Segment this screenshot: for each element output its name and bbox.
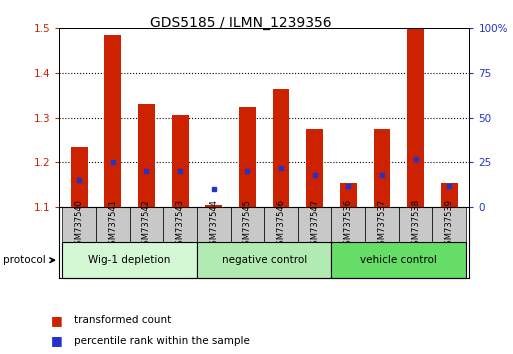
Bar bbox=[272, 88, 289, 207]
Bar bbox=[130, 207, 163, 242]
Bar bbox=[138, 104, 155, 207]
Bar bbox=[63, 207, 96, 242]
Text: GSM737538: GSM737538 bbox=[411, 199, 420, 250]
Bar bbox=[331, 242, 466, 278]
Text: GSM737546: GSM737546 bbox=[277, 199, 286, 250]
Text: transformed count: transformed count bbox=[74, 315, 172, 325]
Bar bbox=[239, 107, 256, 207]
Bar bbox=[441, 183, 458, 207]
Text: vehicle control: vehicle control bbox=[360, 255, 437, 265]
Bar bbox=[71, 147, 88, 207]
Bar bbox=[331, 207, 365, 242]
Text: negative control: negative control bbox=[222, 255, 307, 265]
Text: GSM737540: GSM737540 bbox=[75, 199, 84, 250]
Text: GSM737537: GSM737537 bbox=[378, 199, 386, 250]
Text: GSM737543: GSM737543 bbox=[175, 199, 185, 250]
Bar bbox=[163, 207, 197, 242]
Text: ■: ■ bbox=[51, 334, 63, 347]
Text: GDS5185 / ILMN_1239356: GDS5185 / ILMN_1239356 bbox=[150, 16, 332, 30]
Bar bbox=[172, 115, 188, 207]
Text: Wig-1 depletion: Wig-1 depletion bbox=[88, 255, 171, 265]
Text: GSM737541: GSM737541 bbox=[108, 199, 117, 250]
Text: protocol: protocol bbox=[3, 255, 45, 265]
Bar bbox=[399, 207, 432, 242]
Bar bbox=[96, 207, 130, 242]
Bar bbox=[340, 183, 357, 207]
Bar bbox=[205, 205, 222, 207]
Bar bbox=[365, 207, 399, 242]
Bar bbox=[105, 35, 121, 207]
Bar bbox=[230, 207, 264, 242]
Bar bbox=[306, 129, 323, 207]
Bar bbox=[407, 28, 424, 207]
Text: GSM737544: GSM737544 bbox=[209, 199, 218, 250]
Text: GSM737539: GSM737539 bbox=[445, 199, 453, 250]
Text: GSM737542: GSM737542 bbox=[142, 199, 151, 250]
Bar bbox=[63, 242, 197, 278]
Bar bbox=[264, 207, 298, 242]
Text: GSM737547: GSM737547 bbox=[310, 199, 319, 250]
Text: GSM737545: GSM737545 bbox=[243, 199, 252, 250]
Text: ■: ■ bbox=[51, 314, 63, 327]
Bar bbox=[373, 129, 390, 207]
Text: GSM737536: GSM737536 bbox=[344, 199, 353, 250]
Text: percentile rank within the sample: percentile rank within the sample bbox=[74, 336, 250, 346]
Bar bbox=[298, 207, 331, 242]
Bar bbox=[197, 242, 331, 278]
Bar bbox=[197, 207, 230, 242]
Bar bbox=[432, 207, 466, 242]
